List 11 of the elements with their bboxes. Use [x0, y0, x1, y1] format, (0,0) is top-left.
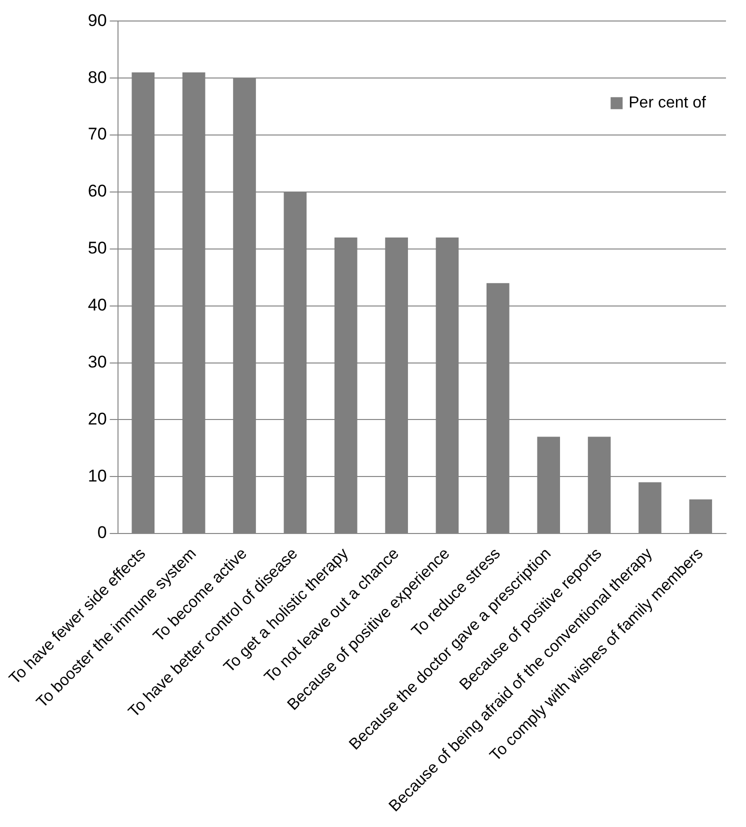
y-tick-label: 60 [88, 182, 107, 201]
y-tick-label: 50 [88, 238, 107, 258]
y-tick-label: 10 [88, 466, 107, 486]
legend-label: Per cent of [628, 94, 707, 112]
y-tick-label: 70 [88, 124, 107, 144]
y-tick-label: 20 [88, 409, 107, 428]
y-tick-label: 80 [88, 68, 107, 87]
y-tick-label: 30 [88, 352, 107, 372]
y-tick-label: 0 [97, 523, 107, 542]
y-tick-label: 90 [88, 10, 107, 30]
y-tick-label: 40 [88, 296, 107, 315]
